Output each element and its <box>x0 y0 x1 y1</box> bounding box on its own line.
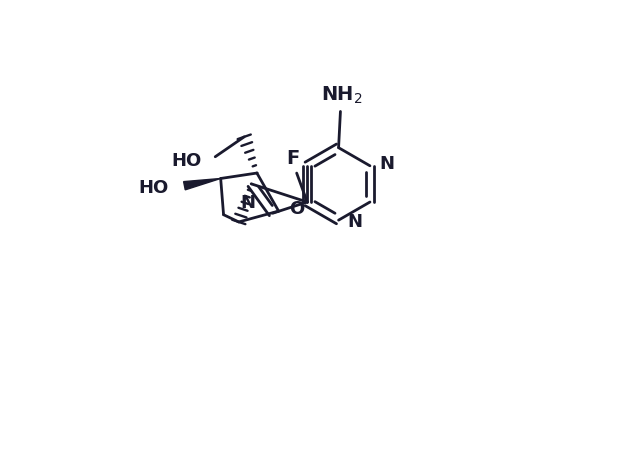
Text: N: N <box>240 194 255 212</box>
Text: N: N <box>380 155 394 173</box>
Text: F: F <box>286 149 300 167</box>
Text: O: O <box>289 200 304 218</box>
Polygon shape <box>184 179 221 190</box>
Text: NH$_2$: NH$_2$ <box>321 85 362 106</box>
Text: HO: HO <box>138 179 168 197</box>
Text: HO: HO <box>171 152 202 171</box>
Text: N: N <box>348 213 363 231</box>
